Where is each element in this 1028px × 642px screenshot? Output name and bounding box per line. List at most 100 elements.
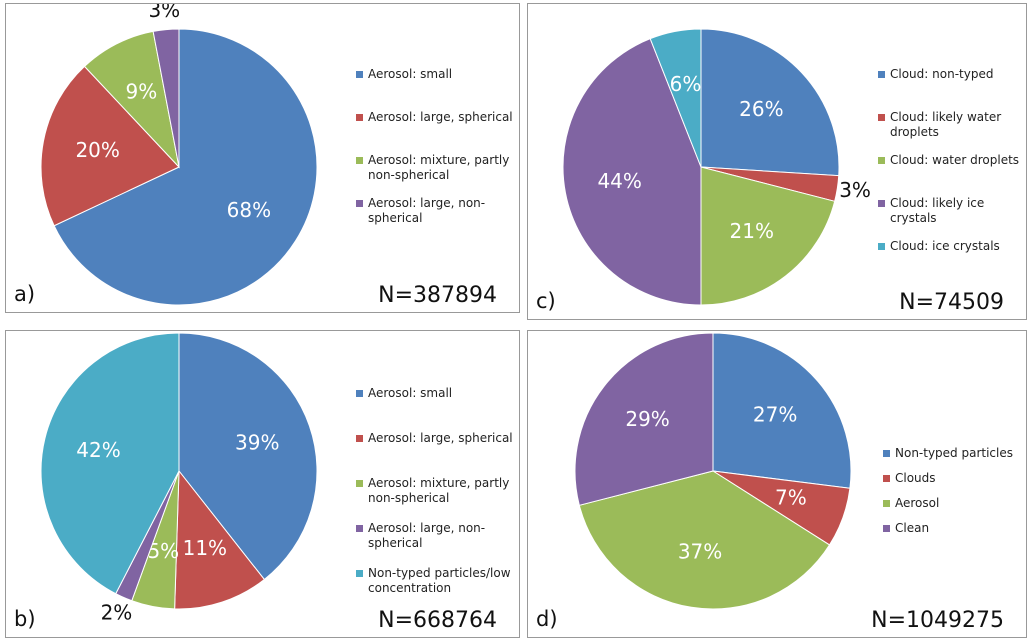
data-label: 6% — [670, 72, 702, 96]
data-label: 3% — [839, 178, 871, 202]
legend-item: Aerosol: small — [356, 67, 516, 82]
pie-slice — [174, 469, 266, 610]
legend-item: Cloud: water droplets — [878, 153, 1028, 168]
legend-swatch — [356, 570, 363, 577]
legend-label: Cloud: ice crystals — [890, 239, 1000, 253]
legend-swatch — [356, 71, 363, 78]
legend-swatch — [356, 200, 363, 207]
data-label: 11% — [183, 536, 227, 560]
chart-panel: 26% 3% 21% 44% 6% Cloud: non-typed Cloud: like… — [527, 3, 1027, 320]
data-label: 37% — [678, 539, 722, 563]
legend-item: Cloud: likely water droplets — [878, 110, 1028, 140]
pie-slice — [40, 65, 180, 227]
legend-item: Aerosol: large, spherical — [356, 110, 516, 125]
pie-chart: 27% 7% 37% 29% — [574, 332, 852, 610]
legend-label: Aerosol: large, non-spherical — [368, 521, 486, 550]
chart-panel: 27% 7% 37% 29% Non-typed particles Clouds Aero… — [527, 330, 1027, 638]
legend-label: Clean — [895, 521, 930, 535]
legend-label: Cloud: non-typed — [890, 67, 994, 81]
legend-swatch — [356, 114, 363, 121]
legend-swatch — [878, 71, 885, 78]
data-label: 27% — [753, 403, 797, 427]
data-label: 39% — [235, 430, 279, 454]
data-label: 21% — [730, 219, 774, 243]
legend-item: Aerosol: mixture, partly non-spherical — [356, 476, 516, 506]
legend-item: Aerosol: large, non-spherical — [356, 521, 516, 551]
legend-swatch — [356, 157, 363, 164]
annotation: N=1049275 — [871, 608, 1004, 633]
legend-swatch — [356, 525, 363, 532]
legend-swatch — [878, 157, 885, 164]
data-label: 7% — [775, 486, 807, 510]
legend-label: Cloud: likely water droplets — [890, 110, 1002, 139]
legend-label: Aerosol: large, spherical — [368, 431, 513, 445]
data-label: 20% — [75, 138, 119, 162]
legend-label: Aerosol: large, non-spherical — [368, 196, 486, 225]
panel-label: d) — [536, 607, 558, 631]
legend-item: Cloud: non-typed — [878, 67, 1028, 82]
legend-label: Cloud: water droplets — [890, 153, 1020, 167]
legend-label: Aerosol: large, spherical — [368, 110, 513, 124]
pie-chart: 26% 3% 21% 44% 6% — [562, 28, 871, 306]
legend-swatch — [883, 500, 890, 507]
annotation: N=74509 — [899, 290, 1004, 315]
pie-slice — [562, 38, 702, 306]
legend-item: Aerosol: large, non-spherical — [356, 196, 516, 226]
legend-label: Aerosol — [895, 496, 940, 510]
legend-item: Cloud: ice crystals — [878, 239, 1028, 254]
pie-slice — [700, 28, 840, 177]
pie-slice — [152, 28, 180, 168]
pie-slice — [712, 332, 852, 489]
panel-label: c) — [536, 289, 556, 313]
pie-slice — [578, 470, 831, 610]
legend-item: Clouds — [883, 471, 1028, 486]
legend-item: Clean — [883, 521, 1028, 536]
legend-label: Non-typed particles — [895, 446, 1014, 460]
legend-label: Non-typed particles/low concentration — [368, 566, 511, 595]
pie-slice — [53, 28, 318, 306]
legend-item: Aerosol: large, spherical — [356, 431, 516, 446]
legend-swatch — [878, 114, 885, 121]
data-label: 3% — [148, 4, 180, 22]
data-label: 2% — [101, 600, 133, 624]
legend-swatch — [878, 243, 885, 250]
legend-label: Clouds — [895, 471, 936, 485]
pie-slice — [178, 332, 318, 581]
legend-item: Aerosol — [883, 496, 1028, 511]
legend-swatch — [878, 200, 885, 207]
legend-label: Aerosol: mixture, partly non-spherical — [368, 476, 510, 505]
pie-slice — [574, 332, 714, 506]
pie-slice — [649, 28, 702, 168]
legend-swatch — [883, 450, 890, 457]
data-label: 26% — [739, 97, 783, 121]
pie-slice — [700, 166, 836, 306]
chart-panel: 68% 20% 9% 3% Aerosol: small Aerosol: large, … — [5, 3, 520, 313]
chart-panel: 39% 11% 5% 2% 42% Aerosol: small Aerosol: larg… — [5, 330, 520, 638]
data-label: 68% — [227, 198, 271, 222]
legend-label: Aerosol: small — [368, 67, 453, 81]
panel-label: b) — [14, 607, 36, 631]
annotation: N=387894 — [378, 283, 497, 308]
legend-item: Non-typed particles — [883, 446, 1028, 461]
legend-swatch — [883, 475, 890, 482]
pie-slice — [40, 332, 180, 595]
pie-chart: 68% 20% 9% 3% — [40, 4, 318, 306]
data-label: 44% — [597, 169, 641, 193]
legend-item: Cloud: likely ice crystals — [878, 196, 1028, 226]
legend-item: Aerosol: small — [356, 386, 516, 401]
legend-item: Non-typed particles/low concentration — [356, 566, 516, 596]
legend-swatch — [356, 390, 363, 397]
legend-swatch — [356, 480, 363, 487]
legend-label: Cloud: likely ice crystals — [890, 196, 985, 225]
pie-chart: 39%11%5%2%42% — [40, 332, 318, 624]
data-label: 42% — [76, 438, 120, 462]
annotation: N=668764 — [378, 608, 497, 633]
legend-label: Aerosol: small — [368, 386, 453, 400]
legend-swatch — [883, 525, 890, 532]
data-label: 9% — [126, 80, 158, 104]
legend-swatch — [356, 435, 363, 442]
data-label: 29% — [625, 407, 669, 431]
legend-label: Aerosol: mixture, partly non-spherical — [368, 153, 510, 182]
panel-label: a) — [14, 282, 36, 306]
